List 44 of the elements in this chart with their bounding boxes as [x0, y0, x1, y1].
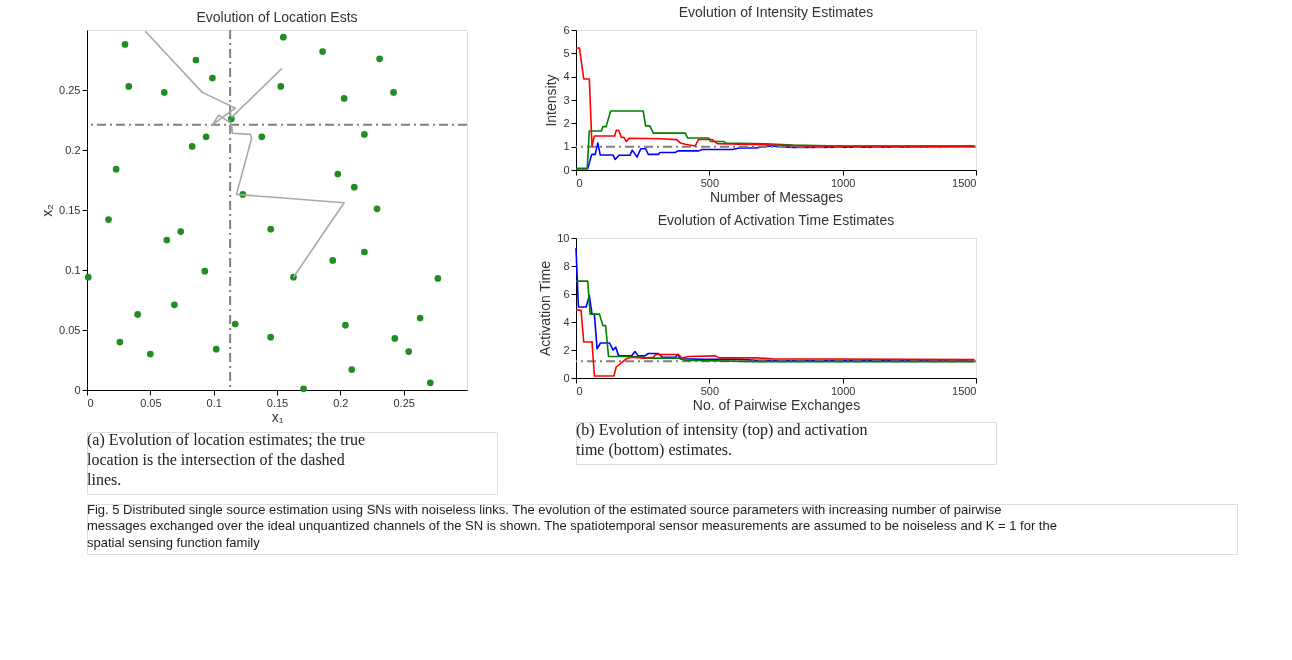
y-tick-label: 10 — [557, 231, 570, 244]
x-axis-title: x₁ — [271, 408, 284, 425]
x-tick-label: 0.05 — [140, 396, 162, 409]
y-tick-label: 0.1 — [65, 263, 81, 276]
y-tick-label: 6 — [563, 287, 570, 300]
y-tick-label: 6 — [563, 23, 570, 36]
x-tick-label: 0 — [576, 176, 583, 189]
chart-title: Evolution of Location Ests — [196, 9, 358, 25]
y-tick-label: 0.05 — [59, 323, 81, 336]
text: (b) Evolution of intensity (top) and activation time (bottom) estimates. — [576, 421, 868, 459]
x-tick-label: 1000 — [830, 384, 856, 397]
y-tick-label: 0.15 — [59, 203, 81, 216]
x-tick-label: 0 — [87, 396, 94, 409]
y-tick-label: 8 — [563, 259, 570, 272]
y-tick-label: 1 — [563, 140, 570, 153]
x-tick-label: 0.1 — [206, 396, 222, 409]
chart-title: Evolution of Activation Time Estimates — [657, 212, 895, 228]
y-axis-title: x₂ — [39, 204, 56, 217]
x-tick-label: 1500 — [952, 384, 977, 397]
y-tick-label: 2 — [563, 116, 570, 129]
y-tick-label: 4 — [563, 315, 570, 328]
x-tick-label: 0.25 — [393, 396, 415, 409]
x-tick-label: 0.15 — [266, 396, 289, 409]
chart-title: Evolution of Intensity Estimates — [678, 4, 874, 20]
x-tick-label: 0 — [576, 384, 583, 397]
x-tick-label: 500 — [700, 176, 720, 189]
x-tick-label: 500 — [700, 384, 720, 397]
y-tick-label: 4 — [563, 70, 570, 83]
text: (a) Evolution of location estimates; the true location is the intersection of the dashed lines. — [87, 431, 366, 488]
x-tick-label: 0.2 — [333, 396, 349, 409]
x-tick-label: 1500 — [952, 176, 977, 189]
y-axis-title: Activation Time — [537, 260, 554, 356]
y-tick-label: 0.25 — [59, 83, 81, 96]
x-axis-title: No. of Pairwise Exchanges — [692, 396, 861, 413]
y-tick-label: 3 — [563, 93, 570, 106]
y-tick-label: 0.2 — [65, 143, 81, 156]
y-tick-label: 5 — [563, 46, 570, 59]
y-tick-label: 0 — [563, 371, 570, 384]
y-tick-label: 2 — [563, 343, 570, 356]
caption: Fig. 5 Distributed single source estimation using SNs with noiseless links. The evolution of the estimated source parameters with increasing number of pairwise messages exchanged over the ideal unquantized channels of the SN is shown. The spatiotemporal sensor measurements are assumed to be noiseless and K = 1 for the spatial sensing function family — [87, 502, 1057, 550]
y-tick-label: 0 — [563, 163, 570, 176]
y-axis-title: Intensity — [543, 74, 560, 127]
x-tick-label: 1000 — [830, 176, 856, 189]
x-axis-title: Number of Messages — [709, 188, 844, 205]
